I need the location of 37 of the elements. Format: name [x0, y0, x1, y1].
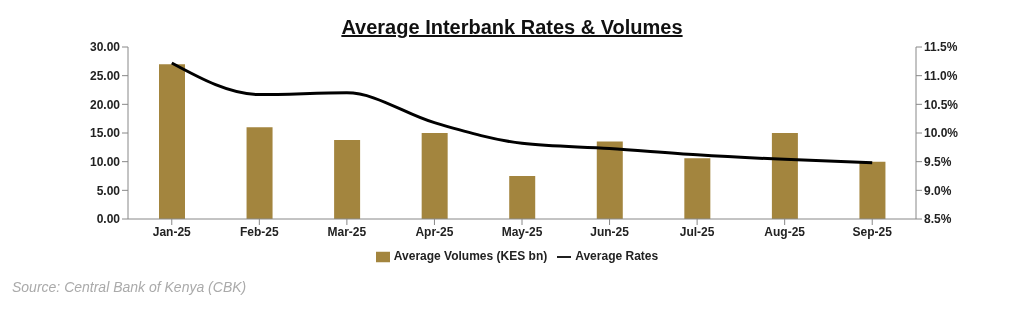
y2-tick-label: 9.0%	[924, 183, 952, 198]
x-tick-label: Aug-25	[764, 224, 806, 239]
y2-tick-label: 10.0%	[924, 126, 959, 141]
y-tick-label: 10.00	[89, 154, 121, 169]
y2-tick-label: 10.5%	[924, 97, 959, 112]
bar	[421, 133, 448, 219]
bar	[159, 64, 185, 219]
x-tick-label: May-25	[501, 224, 543, 239]
y2-tick-label: 9.5%	[924, 154, 952, 169]
legend-label: Average Rates	[575, 249, 659, 263]
bar	[684, 158, 711, 219]
x-tick-label: Apr-25	[415, 224, 454, 239]
source-note: Source: Central Bank of Kenya (CBK)	[12, 279, 248, 295]
y2-tick-label: 11.5%	[924, 40, 958, 55]
y-tick-label: 30.00	[89, 40, 121, 55]
chart-title: Average Interbank Rates & Volumes	[340, 16, 684, 39]
y-tick-label: 15.00	[89, 126, 121, 141]
x-tick-label: Jan-25	[152, 224, 192, 239]
x-tick-label: Mar-25	[327, 224, 367, 239]
x-tick-label: Jul-25	[679, 224, 715, 239]
x-tick-label: Feb-25	[239, 224, 279, 239]
y-tick-label: 20.00	[89, 97, 121, 112]
x-tick-label: Jun-25	[590, 224, 630, 239]
y2-tick-label: 11.0%	[924, 68, 958, 83]
y-tick-label: 5.00	[96, 183, 121, 198]
y2-tick-label: 8.5%	[924, 212, 952, 227]
y-tick-label: 0.00	[96, 212, 121, 227]
bar	[509, 176, 536, 219]
bar	[859, 161, 886, 219]
bar	[246, 127, 273, 219]
legend-label: Average Volumes (KES bn)	[393, 249, 548, 263]
bar	[596, 141, 623, 219]
x-tick-label: Sep-25	[852, 224, 893, 239]
bar	[771, 133, 798, 219]
line-series	[170, 61, 874, 165]
bar	[334, 139, 361, 219]
y-tick-label: 25.00	[89, 68, 121, 83]
